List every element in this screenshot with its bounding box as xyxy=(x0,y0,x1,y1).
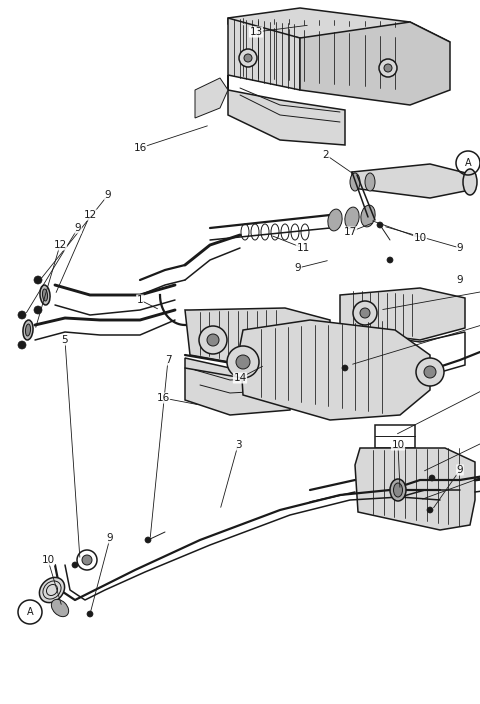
Circle shape xyxy=(18,311,26,319)
Text: 11: 11 xyxy=(296,243,310,253)
Polygon shape xyxy=(195,78,228,118)
Text: 12: 12 xyxy=(53,240,67,250)
Ellipse shape xyxy=(51,599,69,617)
Circle shape xyxy=(377,222,383,228)
Text: 1: 1 xyxy=(137,295,144,305)
Text: 9: 9 xyxy=(456,243,463,253)
Circle shape xyxy=(429,475,435,481)
Ellipse shape xyxy=(40,285,50,305)
Polygon shape xyxy=(228,18,300,90)
Circle shape xyxy=(199,326,227,354)
Circle shape xyxy=(34,306,42,314)
Circle shape xyxy=(353,301,377,325)
Circle shape xyxy=(416,358,444,386)
Ellipse shape xyxy=(361,205,375,227)
Ellipse shape xyxy=(23,320,33,340)
Circle shape xyxy=(145,537,151,543)
Text: 2: 2 xyxy=(323,150,329,160)
Ellipse shape xyxy=(350,173,360,191)
Circle shape xyxy=(72,562,78,568)
Circle shape xyxy=(384,64,392,72)
Circle shape xyxy=(236,355,250,369)
Circle shape xyxy=(360,308,370,318)
Text: 14: 14 xyxy=(233,373,247,383)
Text: A: A xyxy=(27,607,33,617)
Text: 10: 10 xyxy=(41,555,55,565)
Polygon shape xyxy=(300,22,450,105)
Text: 9: 9 xyxy=(456,465,463,475)
Circle shape xyxy=(244,54,252,62)
Circle shape xyxy=(427,507,433,513)
Circle shape xyxy=(82,555,92,565)
Text: 13: 13 xyxy=(250,27,263,37)
Circle shape xyxy=(18,341,26,349)
Text: 12: 12 xyxy=(84,210,96,220)
Ellipse shape xyxy=(365,173,375,191)
Text: 5: 5 xyxy=(62,335,68,345)
Polygon shape xyxy=(185,308,330,372)
Circle shape xyxy=(417,467,427,477)
Polygon shape xyxy=(228,75,345,145)
Circle shape xyxy=(342,365,348,371)
Text: 10: 10 xyxy=(391,440,405,450)
Ellipse shape xyxy=(345,207,359,229)
Text: 9: 9 xyxy=(107,533,113,543)
Text: A: A xyxy=(465,158,471,168)
Circle shape xyxy=(239,49,257,67)
Ellipse shape xyxy=(25,324,31,336)
Ellipse shape xyxy=(463,169,477,195)
Ellipse shape xyxy=(390,479,406,501)
Text: 16: 16 xyxy=(133,143,146,153)
Polygon shape xyxy=(352,164,470,198)
Polygon shape xyxy=(340,288,465,340)
Circle shape xyxy=(424,366,436,378)
Circle shape xyxy=(227,346,259,378)
Text: 7: 7 xyxy=(165,355,171,365)
Circle shape xyxy=(87,611,93,617)
Text: 10: 10 xyxy=(413,233,427,243)
Text: 9: 9 xyxy=(295,263,301,273)
Circle shape xyxy=(387,257,393,263)
Polygon shape xyxy=(355,448,475,530)
Text: 17: 17 xyxy=(343,227,357,237)
Ellipse shape xyxy=(42,289,48,301)
Text: 9: 9 xyxy=(105,190,111,200)
Circle shape xyxy=(379,59,397,77)
Ellipse shape xyxy=(328,209,342,231)
Text: 9: 9 xyxy=(75,223,81,233)
Circle shape xyxy=(207,334,219,346)
Text: 9: 9 xyxy=(456,275,463,285)
Polygon shape xyxy=(240,320,430,420)
Polygon shape xyxy=(228,8,450,52)
Ellipse shape xyxy=(394,483,403,497)
Text: 16: 16 xyxy=(156,393,169,403)
Text: 3: 3 xyxy=(235,440,241,450)
Ellipse shape xyxy=(39,577,65,603)
Polygon shape xyxy=(185,358,290,415)
Circle shape xyxy=(34,276,42,284)
